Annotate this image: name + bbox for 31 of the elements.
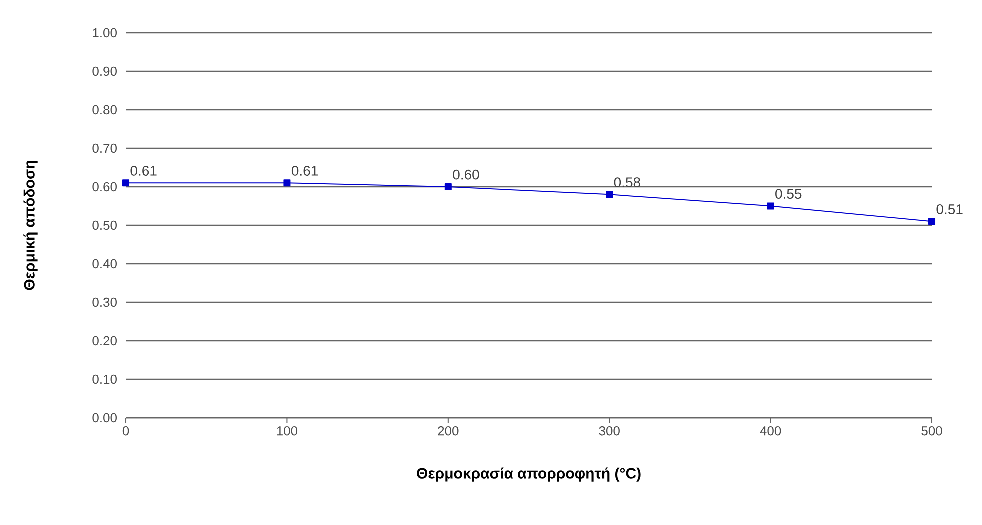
point bbox=[122, 180, 130, 187]
y-tick-label: 1.00 bbox=[93, 28, 117, 38]
point bbox=[444, 183, 452, 190]
y-tick-label: 0.20 bbox=[92, 336, 117, 346]
y-tick-label: 0.70 bbox=[92, 144, 117, 154]
y-tick-label: 0.30 bbox=[92, 298, 117, 308]
y-tick-label: 0.40 bbox=[92, 259, 117, 269]
y-tick-label: 0.80 bbox=[92, 105, 117, 115]
x-tick-label: 500 bbox=[922, 426, 942, 436]
x-tick-label: 200 bbox=[438, 426, 459, 436]
x-tick-label: 100 bbox=[277, 426, 298, 436]
y-tick-label: 0.10 bbox=[92, 374, 117, 384]
data-label: 0.61 bbox=[292, 166, 318, 176]
data-label: 0.58 bbox=[614, 178, 640, 188]
y-axis-title: Θερμική απόδοση bbox=[24, 161, 38, 290]
point bbox=[767, 202, 774, 210]
point bbox=[284, 180, 291, 187]
data-label: 0.60 bbox=[453, 170, 480, 180]
y-tick-label: 0.60 bbox=[92, 182, 117, 192]
point bbox=[606, 191, 614, 198]
x-tick-label: 0 bbox=[122, 426, 130, 436]
y-tick-label: 0.50 bbox=[92, 220, 117, 230]
data-label: 0.55 bbox=[776, 189, 802, 200]
y-tick-label: 0.00 bbox=[92, 413, 117, 423]
y-tick-label: 0.90 bbox=[92, 66, 117, 76]
data-label: 0.61 bbox=[130, 166, 157, 176]
point bbox=[928, 218, 936, 226]
x-tick-label: 400 bbox=[760, 426, 782, 436]
data-label: 0.51 bbox=[936, 204, 963, 214]
x-tick-label: 300 bbox=[599, 426, 620, 436]
x-axis-title: Θερμοκρασία απορροφητή (°C) bbox=[417, 468, 641, 482]
